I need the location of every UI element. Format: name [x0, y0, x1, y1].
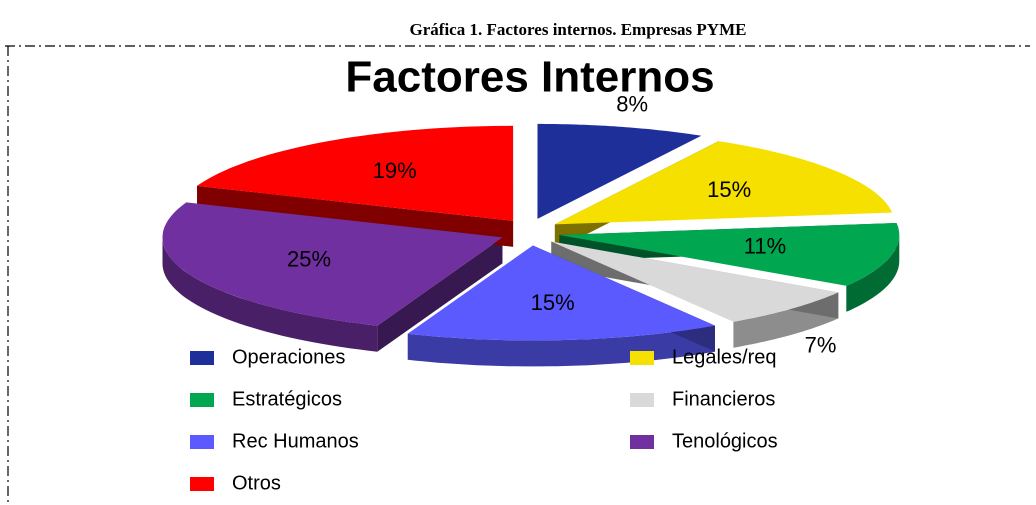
slice — [407, 245, 715, 341]
slice — [554, 141, 893, 225]
slice — [162, 202, 503, 326]
legend-swatch — [190, 393, 214, 407]
data-label: 25% — [287, 247, 331, 272]
slice — [551, 241, 839, 322]
legend-swatch — [630, 351, 654, 365]
legend-swatch — [190, 435, 214, 449]
legend-swatch — [190, 477, 214, 491]
slice-edge — [377, 237, 503, 352]
slice — [559, 223, 900, 286]
legend-swatch — [630, 435, 654, 449]
slice — [197, 125, 514, 221]
legend-label: Operaciones — [232, 346, 345, 368]
legend-label: Financieros — [672, 388, 775, 410]
slice — [537, 123, 702, 219]
legend-label: Tenológicos — [672, 430, 778, 452]
data-label: 7% — [805, 333, 837, 358]
legend-label: Estratégicos — [232, 388, 342, 410]
legend-swatch — [190, 351, 214, 365]
data-label: 15% — [707, 177, 751, 202]
data-label: 11% — [744, 234, 786, 259]
legend-swatch — [630, 393, 654, 407]
data-label: 15% — [531, 290, 575, 315]
data-label: 19% — [373, 158, 417, 183]
legend-label: Rec Humanos — [232, 430, 359, 452]
frame — [5, 45, 1030, 505]
slice-side — [846, 234, 900, 312]
figure-caption: Gráfica 1. Factores internos. Empresas P… — [410, 20, 747, 39]
chart-title: Factores Internos — [345, 53, 714, 102]
data-label: 8% — [616, 92, 648, 117]
legend-label: Otros — [232, 472, 281, 494]
slice-side — [162, 237, 378, 352]
legend-label: Legales/req — [672, 346, 777, 368]
